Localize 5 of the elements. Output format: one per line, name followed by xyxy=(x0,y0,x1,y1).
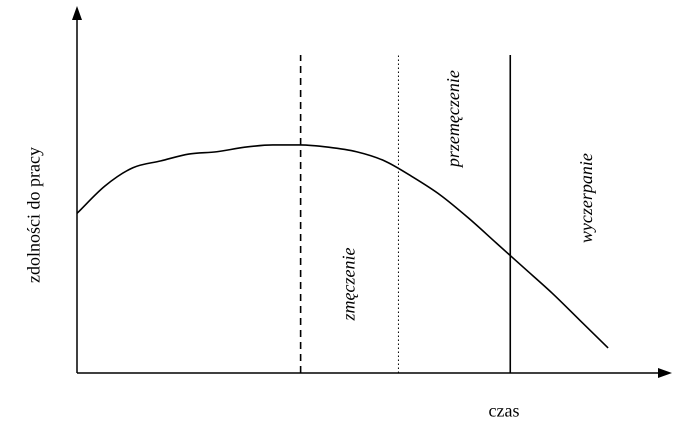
annotation: wyczerpanie xyxy=(576,153,596,244)
annotation: zmęczenie xyxy=(338,247,358,322)
x-axis-title: czas xyxy=(488,400,520,421)
y-axis-title: zdolności do pracy xyxy=(24,147,44,283)
annotation: przemęczenie xyxy=(443,70,464,170)
